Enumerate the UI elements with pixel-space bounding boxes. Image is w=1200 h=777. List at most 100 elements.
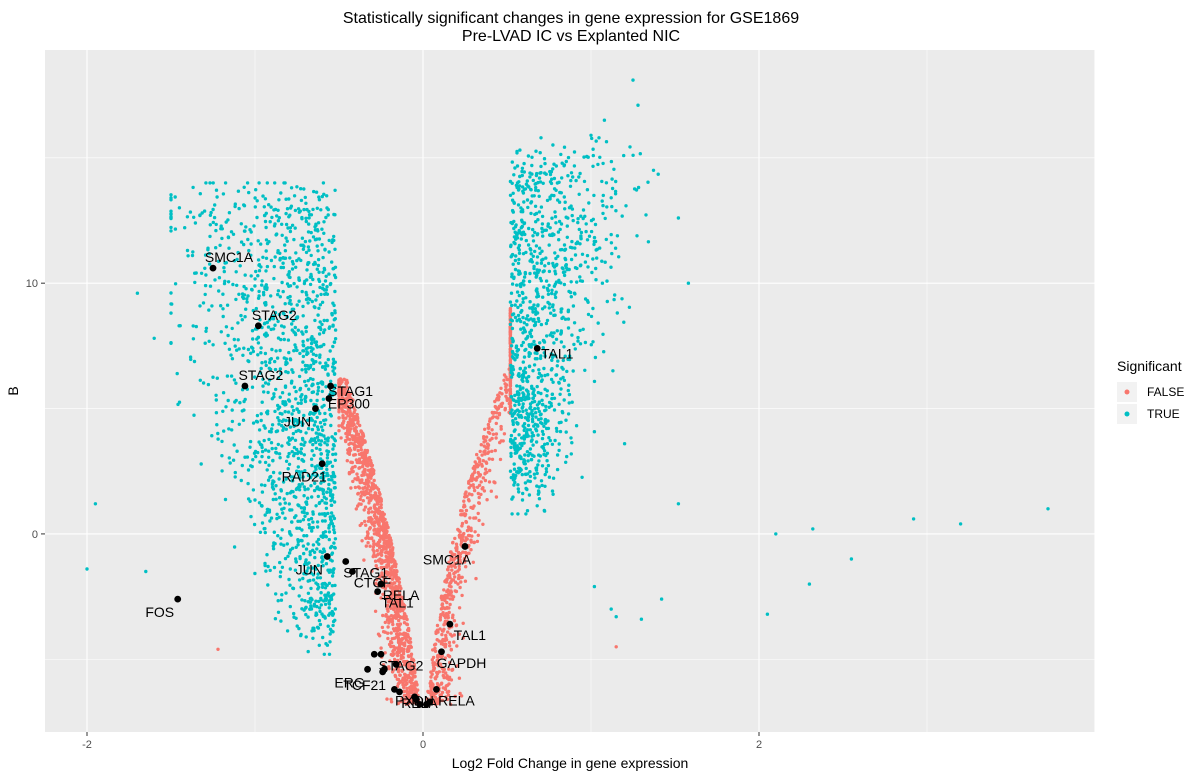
- data-point: [300, 528, 304, 532]
- data-point: [465, 494, 469, 498]
- data-point: [591, 147, 595, 151]
- data-point: [357, 502, 361, 506]
- data-point: [306, 379, 310, 383]
- data-point: [293, 438, 298, 442]
- data-point: [344, 410, 349, 415]
- data-point: [272, 224, 277, 228]
- data-point: [382, 547, 386, 551]
- data-point: [586, 265, 590, 269]
- data-point: [376, 497, 380, 501]
- data-point: [169, 341, 173, 345]
- data-point: [438, 615, 443, 620]
- data-point: [288, 357, 292, 361]
- data-point: [518, 384, 522, 389]
- data-point: [342, 404, 346, 408]
- data-point: [393, 674, 398, 679]
- data-point: [526, 205, 530, 210]
- data-point: [332, 500, 337, 504]
- data-point: [509, 375, 514, 379]
- data-point: [277, 422, 281, 426]
- data-point: [330, 311, 334, 316]
- data-point: [263, 530, 267, 535]
- data-point: [513, 166, 517, 170]
- data-point: [284, 418, 288, 423]
- y-axis-title: B: [5, 386, 21, 395]
- data-point: [362, 508, 366, 512]
- data-point: [299, 442, 303, 446]
- data-point: [464, 536, 468, 540]
- data-point: [518, 174, 522, 179]
- data-point: [359, 494, 363, 498]
- data-point: [472, 540, 476, 545]
- data-point: [446, 568, 450, 572]
- data-point: [305, 569, 309, 573]
- data-point: [383, 523, 387, 528]
- data-point: [592, 379, 597, 384]
- data-point: [458, 585, 462, 590]
- data-point: [541, 295, 545, 299]
- data-point: [318, 622, 323, 627]
- data-point: [562, 243, 567, 247]
- data-point: [332, 234, 336, 239]
- data-point: [438, 699, 442, 703]
- data-point: [299, 198, 304, 203]
- data-point: [319, 292, 323, 297]
- data-point: [548, 438, 552, 443]
- data-point: [543, 387, 547, 391]
- data-point: [300, 289, 304, 294]
- data-point: [382, 565, 386, 570]
- data-point: [519, 206, 523, 210]
- data-point: [330, 574, 335, 578]
- data-point: [571, 369, 575, 373]
- data-point: [269, 258, 274, 263]
- data-point: [315, 425, 320, 429]
- data-point: [287, 442, 291, 446]
- data-point: [521, 189, 525, 193]
- data-point: [377, 521, 381, 525]
- data-point: [455, 644, 459, 648]
- data-point: [557, 442, 561, 446]
- data-point: [315, 520, 320, 524]
- data-point: [537, 401, 541, 405]
- data-point: [569, 452, 573, 456]
- data-point: [676, 216, 681, 220]
- data-point: [387, 642, 392, 647]
- data-point: [431, 663, 436, 667]
- data-point: [325, 449, 329, 453]
- data-point: [325, 453, 330, 457]
- data-point: [321, 270, 325, 274]
- data-point: [246, 237, 250, 242]
- data-point: [284, 402, 288, 406]
- data-point: [487, 480, 492, 484]
- data-point: [191, 185, 195, 190]
- data-point: [394, 632, 399, 636]
- data-point: [363, 505, 368, 509]
- data-point: [583, 214, 587, 218]
- data-point: [615, 311, 619, 315]
- data-point: [258, 371, 263, 375]
- data-point: [508, 359, 513, 363]
- data-point: [274, 429, 278, 434]
- data-point: [369, 486, 373, 490]
- data-point: [551, 334, 555, 339]
- data-point: [306, 649, 310, 654]
- data-point: [303, 469, 307, 473]
- data-point: [331, 524, 336, 529]
- data-point: [324, 215, 328, 220]
- data-point: [290, 267, 295, 271]
- data-point: [256, 274, 260, 278]
- data-point: [228, 461, 232, 465]
- data-point: [525, 198, 530, 202]
- data-point: [304, 347, 308, 351]
- data-point: [306, 338, 310, 342]
- data-point: [310, 529, 314, 533]
- data-point: [304, 219, 308, 224]
- data-point: [542, 509, 547, 513]
- data-point: [373, 527, 377, 531]
- data-point: [564, 418, 568, 422]
- data-point: [569, 178, 573, 183]
- data-point: [544, 408, 548, 412]
- data-point: [322, 495, 326, 499]
- data-point: [302, 534, 306, 538]
- data-point: [300, 458, 304, 462]
